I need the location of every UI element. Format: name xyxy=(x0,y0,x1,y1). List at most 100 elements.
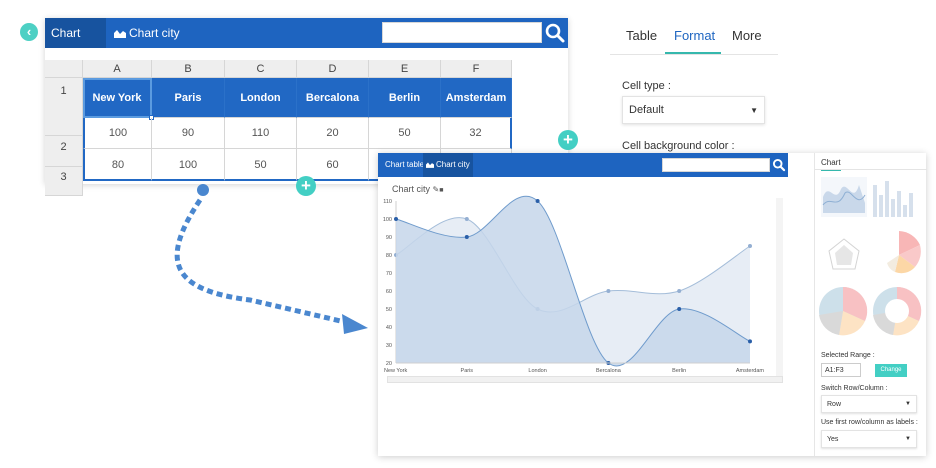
x-tick-label: London xyxy=(528,368,546,374)
table-cell[interactable]: 50 xyxy=(225,149,297,181)
column-header[interactable]: F xyxy=(441,60,512,78)
switch-row-column-select[interactable]: Row ▼ xyxy=(821,395,917,413)
x-tick-label: Bercalona xyxy=(596,368,622,374)
table-cell[interactable]: New York xyxy=(83,78,152,118)
y-tick-label: 50 xyxy=(386,307,392,313)
table-cell[interactable]: 50 xyxy=(369,118,441,149)
radar-chart-thumbnail[interactable] xyxy=(828,238,860,270)
data-point xyxy=(748,339,752,344)
arrow-origin-dot xyxy=(197,184,209,196)
bar-chart-thumbnail[interactable] xyxy=(873,181,913,217)
add-column-button[interactable]: + xyxy=(558,130,578,150)
vertical-scrollbar[interactable] xyxy=(776,198,783,376)
caret-down-icon: ▼ xyxy=(905,436,911,442)
tab-divider xyxy=(610,54,778,55)
tab-chart[interactable]: Chart xyxy=(821,158,841,171)
search-icon[interactable] xyxy=(772,158,786,172)
tab-format[interactable]: Format xyxy=(674,28,716,43)
polar-chart-thumbnail[interactable] xyxy=(887,231,921,274)
table-cell[interactable]: 100 xyxy=(152,149,225,181)
format-panel: Table Format More Cell type : Default ▼ C… xyxy=(610,18,778,178)
back-button[interactable]: ‹ xyxy=(20,23,38,41)
tab-chart-table[interactable]: Chart table xyxy=(385,160,425,169)
grid-corner xyxy=(45,60,83,78)
table-cell[interactable]: 110 xyxy=(225,118,297,149)
table-cell[interactable]: 60 xyxy=(297,149,369,181)
active-tab-indicator xyxy=(665,52,721,54)
y-tick-label: 70 xyxy=(386,271,392,277)
search-input[interactable] xyxy=(662,158,770,172)
edit-icon[interactable]: ✎ xyxy=(432,185,440,194)
x-tick-label: New York xyxy=(384,368,407,374)
chart-icon xyxy=(114,30,126,38)
x-tick-label: Berlin xyxy=(672,368,686,374)
caret-down-icon: ▼ xyxy=(750,106,758,115)
change-button[interactable]: Change xyxy=(875,364,907,377)
chevron-left-icon: ‹ xyxy=(26,24,32,39)
series-area xyxy=(396,196,750,367)
chart-toolbar: Chart table Chart city xyxy=(378,153,788,177)
chart-type-gallery xyxy=(819,177,922,336)
cell-type-label: Cell type : xyxy=(622,80,671,92)
chart-settings-panel: Chart xyxy=(814,153,927,456)
row-header[interactable]: 2 xyxy=(45,136,83,167)
line-chart-thumbnail[interactable] xyxy=(821,177,867,217)
table-cell[interactable]: 32 xyxy=(441,118,512,149)
data-point xyxy=(677,289,682,293)
row-header[interactable]: 1 xyxy=(45,78,83,136)
search-icon[interactable] xyxy=(544,22,566,44)
use-labels-label: Use first row/column as labels : xyxy=(821,419,918,426)
column-header[interactable]: B xyxy=(152,60,225,78)
doughnut-chart-thumbnail[interactable] xyxy=(873,286,922,336)
table-cell[interactable]: 20 xyxy=(297,118,369,149)
data-point xyxy=(748,244,752,248)
table-cell[interactable]: Bercalona xyxy=(297,78,369,118)
pie-chart-thumbnail[interactable] xyxy=(819,286,868,336)
chart-card: Chart table Chart city Chart city ✎■ 110… xyxy=(378,153,927,456)
table-cell[interactable]: Paris xyxy=(152,78,225,118)
table-cell[interactable]: Amsterdam xyxy=(441,78,512,118)
y-tick-label: 100 xyxy=(383,217,392,223)
y-tick-label: 20 xyxy=(386,361,392,367)
search-input[interactable] xyxy=(382,22,542,43)
horizontal-scrollbar[interactable] xyxy=(387,376,783,383)
spreadsheet-card: Chart table Chart city A B C D E F 1 2 3… xyxy=(45,18,568,196)
switch-row-column-label: Switch Row/Column : xyxy=(821,385,888,392)
tab-more[interactable]: More xyxy=(732,28,762,43)
tab-table[interactable]: Table xyxy=(626,28,658,43)
x-tick-label: Amsterdam xyxy=(736,368,765,374)
column-header[interactable]: D xyxy=(297,60,369,78)
column-header[interactable]: E xyxy=(369,60,441,78)
tab-divider xyxy=(815,169,927,170)
data-point xyxy=(394,217,398,221)
cell-type-select[interactable]: Default ▼ xyxy=(622,96,765,124)
selected-range-input[interactable]: A1:F3 xyxy=(821,363,861,377)
arrow-head xyxy=(342,314,368,334)
data-point xyxy=(464,235,469,239)
caret-down-icon: ▼ xyxy=(905,401,911,407)
table-cell[interactable]: 100 xyxy=(83,118,152,149)
table-cell[interactable]: Berlin xyxy=(369,78,441,118)
tab-chart-city[interactable]: Chart city xyxy=(108,18,186,48)
data-point xyxy=(535,199,540,203)
arrow-path xyxy=(174,198,346,325)
x-tick-label: Paris xyxy=(461,368,474,374)
background-color-label: Cell background color : xyxy=(622,140,735,152)
data-point xyxy=(606,289,611,293)
use-labels-select[interactable]: Yes ▼ xyxy=(821,430,917,448)
y-tick-label: 40 xyxy=(386,325,392,331)
data-point xyxy=(464,217,469,221)
column-header[interactable]: C xyxy=(225,60,297,78)
table-cell[interactable]: London xyxy=(225,78,297,118)
row-header[interactable]: 3 xyxy=(45,167,83,196)
tab-chart-city[interactable]: Chart city xyxy=(423,153,473,177)
trash-icon[interactable]: ■ xyxy=(439,187,444,194)
table-cell[interactable]: 90 xyxy=(152,118,225,149)
add-row-button[interactable]: + xyxy=(296,176,316,196)
table-cell[interactable]: 80 xyxy=(83,149,152,181)
column-header[interactable]: A xyxy=(83,60,152,78)
y-tick-label: 60 xyxy=(386,289,392,295)
y-tick-label: 110 xyxy=(383,199,392,205)
